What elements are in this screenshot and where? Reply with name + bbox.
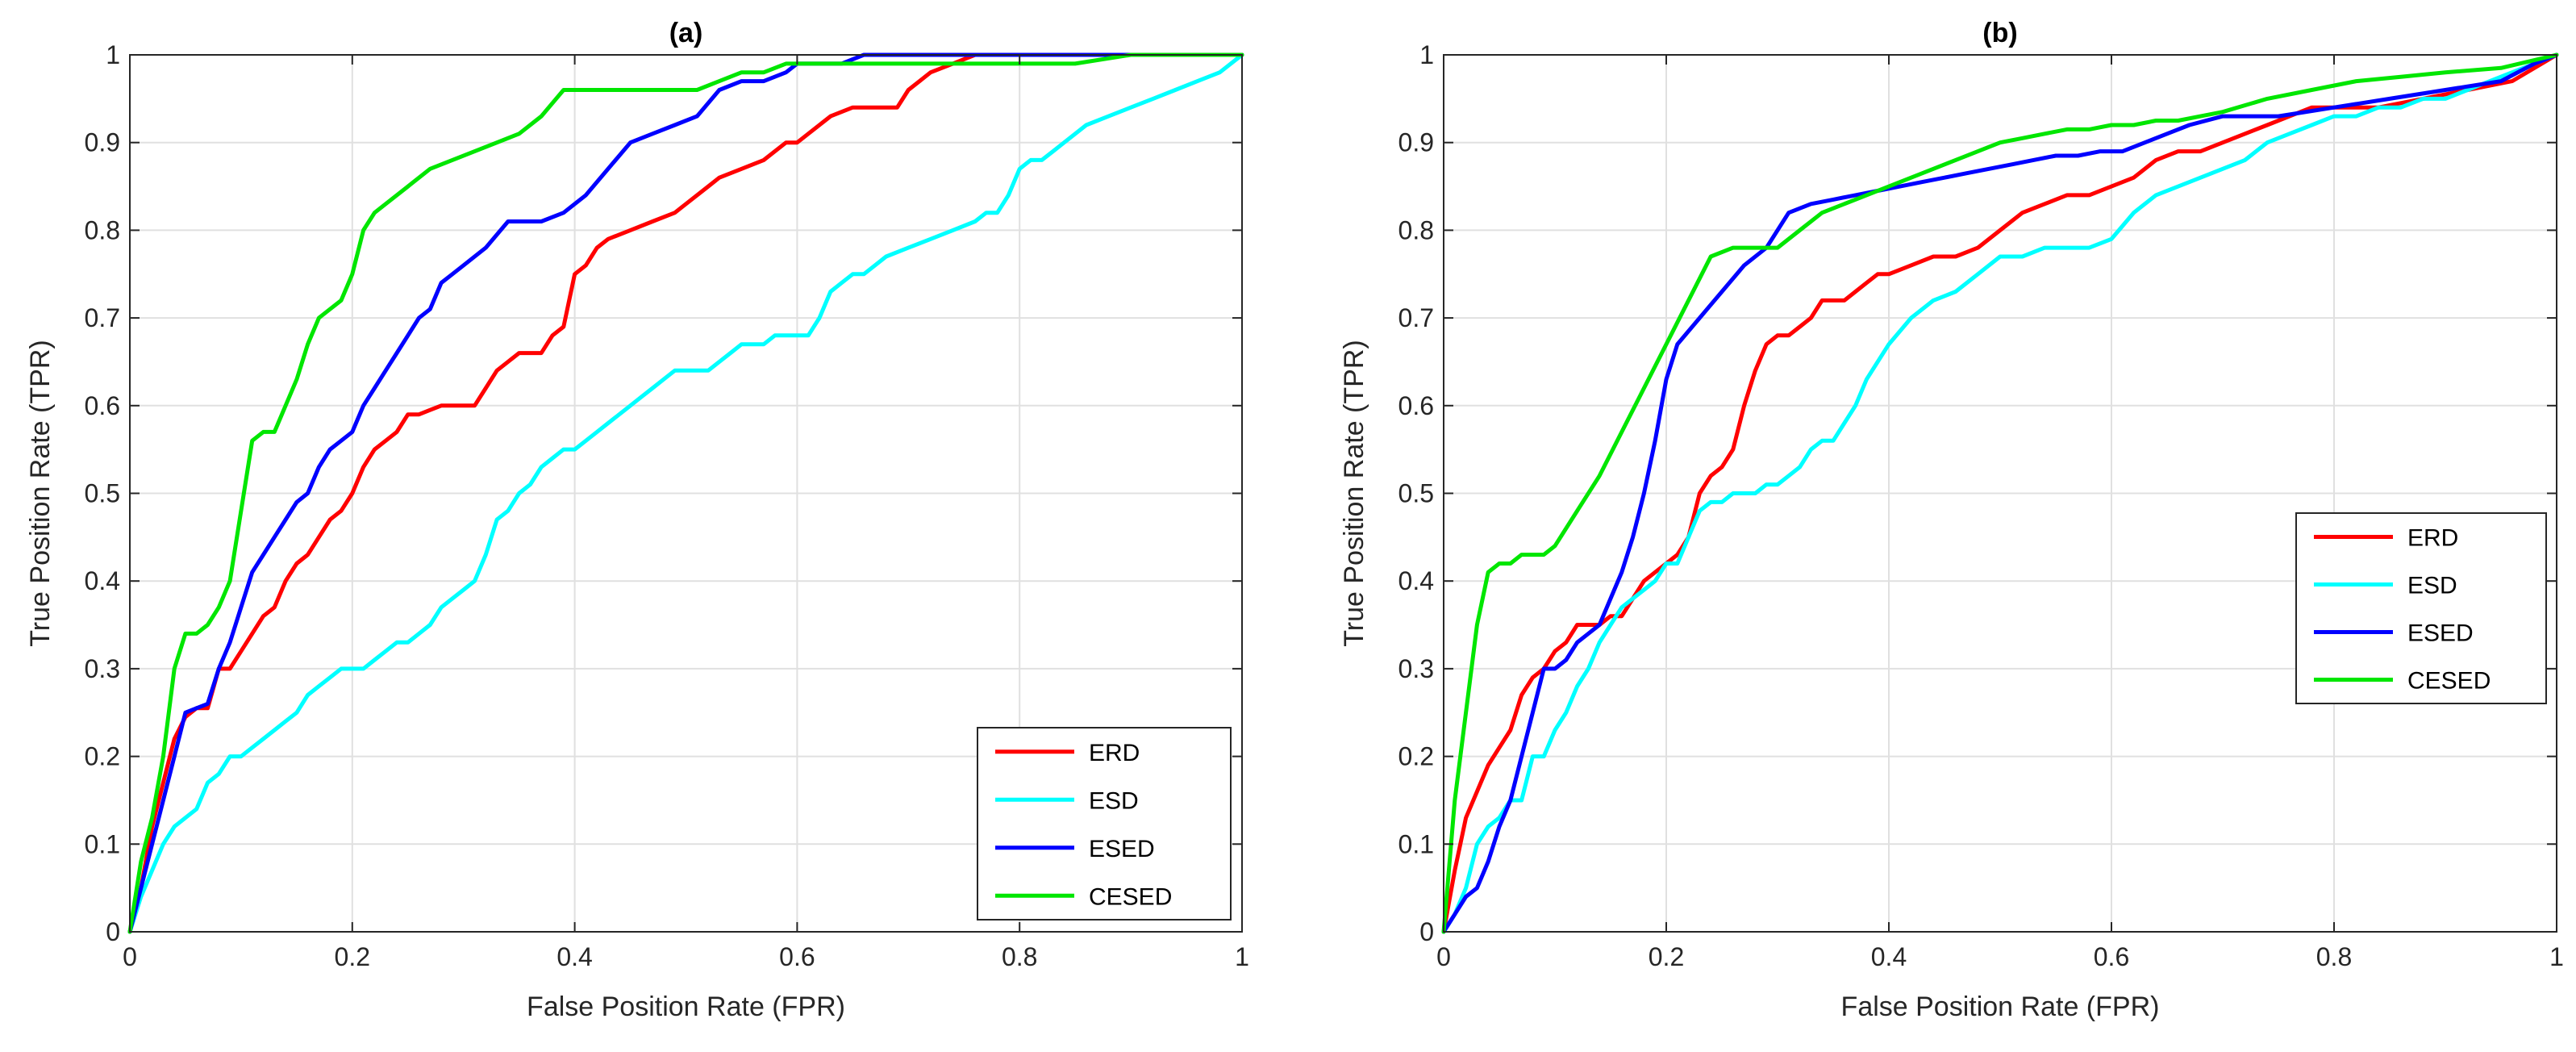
panel-a-xtick-label: 0 xyxy=(123,942,137,971)
panel-a-xtick-label: 0.2 xyxy=(335,942,370,971)
panel-b-ytick-label: 1 xyxy=(1419,40,1434,69)
panel-a-xtick-label: 1 xyxy=(1235,942,1249,971)
panel-a-ytick-label: 0.1 xyxy=(85,829,120,858)
panel-b-ytick-label: 0.3 xyxy=(1398,654,1434,683)
panel-b-legend-box xyxy=(2295,512,2547,704)
panel-a-legend-label-esed: ESED xyxy=(1089,836,1155,862)
panel-a-series-cesed xyxy=(127,52,1244,934)
panel-b-ytick-label: 0.1 xyxy=(1398,829,1434,858)
panel-b-ytick-label: 0.6 xyxy=(1398,391,1434,420)
panel-a-xtick-label: 0.6 xyxy=(779,942,815,971)
panel-b-ytick-label: 0.7 xyxy=(1398,303,1434,332)
panel-a-ytick-label: 0.8 xyxy=(85,215,120,244)
panel-b-xtick-label: 1 xyxy=(2549,942,2564,971)
panel-a-legend: ERD ESD ESED CESED xyxy=(977,727,1232,920)
panel-b-legend-label-erd: ERD xyxy=(2407,525,2458,552)
panel-b-series-erd xyxy=(1441,52,2559,934)
panel-b-xlabel: False Position Rate (FPR) xyxy=(1841,991,2160,1022)
panel-a-series-esd xyxy=(127,52,1244,934)
panel-a-ytick-label: 0.4 xyxy=(85,566,120,595)
panel-b-legend-label-esed: ESED xyxy=(2407,620,2474,647)
panel-a-legend-box xyxy=(977,727,1232,920)
panel-a-ytick-label: 0 xyxy=(106,917,120,946)
panel-b-ytick-label: 0 xyxy=(1419,917,1434,946)
panel-a-ytick-label: 0.3 xyxy=(85,654,120,683)
panel-a-xtick-label: 0.8 xyxy=(1002,942,1037,971)
panel-a-ytick-label: 0.7 xyxy=(85,303,120,332)
panel-b-xtick-label: 0.4 xyxy=(1871,942,1907,971)
panel-a-ylabel: True Position Rate (TPR) xyxy=(25,340,56,646)
panel-a-xtick-label: 0.4 xyxy=(556,942,592,971)
panel-a-legend-label-erd: ERD xyxy=(1089,740,1140,766)
panel-b-legend: ERD ESD ESED CESED xyxy=(2295,512,2547,704)
panel-a-title: (a) xyxy=(669,18,703,48)
panel-a-legend-label-esd: ESD xyxy=(1089,787,1139,814)
panel-b-ytick-label: 0.8 xyxy=(1398,215,1434,244)
panel-b-xtick-label: 0.6 xyxy=(2094,942,2129,971)
panel-b-series-esed xyxy=(1441,52,2559,934)
panel-b-series-esd xyxy=(1441,52,2559,934)
panel-b-ytick-label: 0.2 xyxy=(1398,742,1434,771)
panel-b-legend-label-esd: ESD xyxy=(2407,573,2457,599)
panel-b-ylabel: True Position Rate (TPR) xyxy=(1339,340,1369,646)
panel-b-xtick-label: 0.2 xyxy=(1649,942,1684,971)
panel-a-legend-label-cesed: CESED xyxy=(1089,883,1172,910)
panel-a: 0 0.2 0.4 0.6 0.8 1 0 0.1 0.2 0.3 0.4 0.5 0.6 0.7 0.8 0… xyxy=(25,18,1249,1022)
panel-b-ytick-label: 0.5 xyxy=(1398,479,1434,508)
panel-b-xtick-label: 0 xyxy=(1436,942,1451,971)
panel-a-xlabel: False Position Rate (FPR) xyxy=(527,991,845,1022)
panel-b-ytick-label: 0.4 xyxy=(1398,566,1434,595)
panel-b-ytick-label: 0.9 xyxy=(1398,128,1434,157)
panel-b-series-cesed xyxy=(1441,52,2559,934)
panel-a-ytick-label: 1 xyxy=(106,40,120,69)
panel-a-ytick-label: 0.5 xyxy=(85,479,120,508)
panel-a-ytick-label: 0.6 xyxy=(85,391,120,420)
panel-b-title: (b) xyxy=(1982,18,2017,48)
panel-b-xtick-label: 0.8 xyxy=(2316,942,2352,971)
panel-a-ytick-label: 0.2 xyxy=(85,742,120,771)
panel-b: 0 0.2 0.4 0.6 0.8 1 0 0.1 0.2 0.3 0.4 0.5 0.6 0.7 0.8 0… xyxy=(1339,18,2564,1022)
panel-a-ytick-label: 0.9 xyxy=(85,128,120,157)
panel-b-legend-label-cesed: CESED xyxy=(2407,668,2491,695)
panel-a-series-erd xyxy=(127,52,1244,934)
